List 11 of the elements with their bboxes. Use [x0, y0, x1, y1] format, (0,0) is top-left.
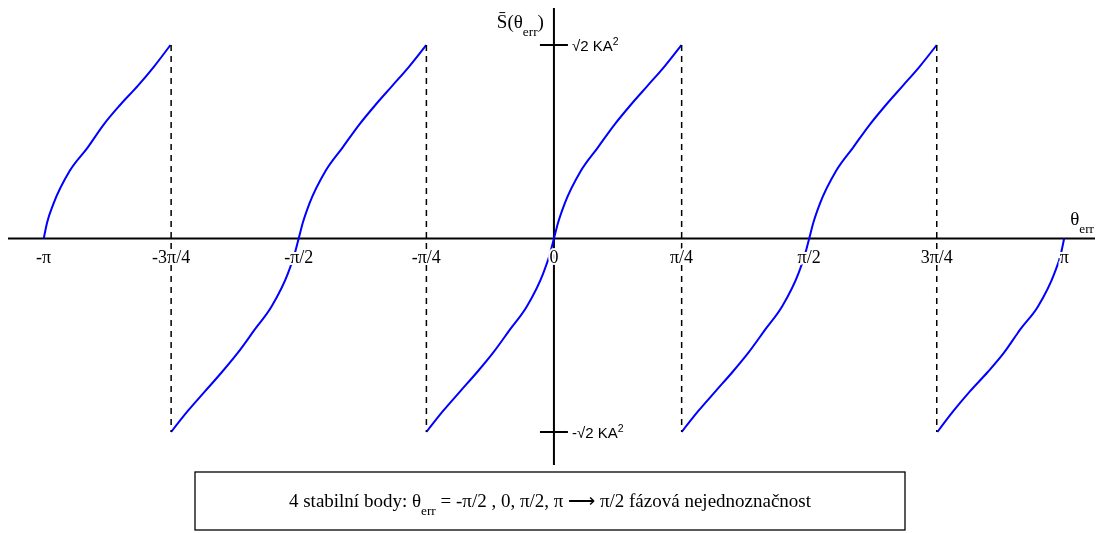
annotation: -√2 KA$^{2}$: [571, 422, 624, 441]
text: 4 stabilní body: θ$_{err}$ = -π/2 , 0, π/2, π ⟶ π/2 fázová nejednoznačnost: [288, 490, 812, 518]
x-axis-title: θ$_{err}$: [1070, 207, 1095, 235]
y-axis-title: S̄(θ$_{err}$): [496, 11, 544, 39]
x-tick-label: π/4: [670, 246, 694, 267]
annotation: √2 KA$^{2}$: [571, 35, 619, 54]
x-tick-label: -3π/4: [152, 246, 191, 267]
x-tick-label: -π: [35, 246, 52, 267]
x-tick-label: -π/4: [411, 246, 441, 267]
x-tick-label: 3π/4: [920, 246, 953, 267]
x-tick-label: π: [1059, 246, 1069, 267]
